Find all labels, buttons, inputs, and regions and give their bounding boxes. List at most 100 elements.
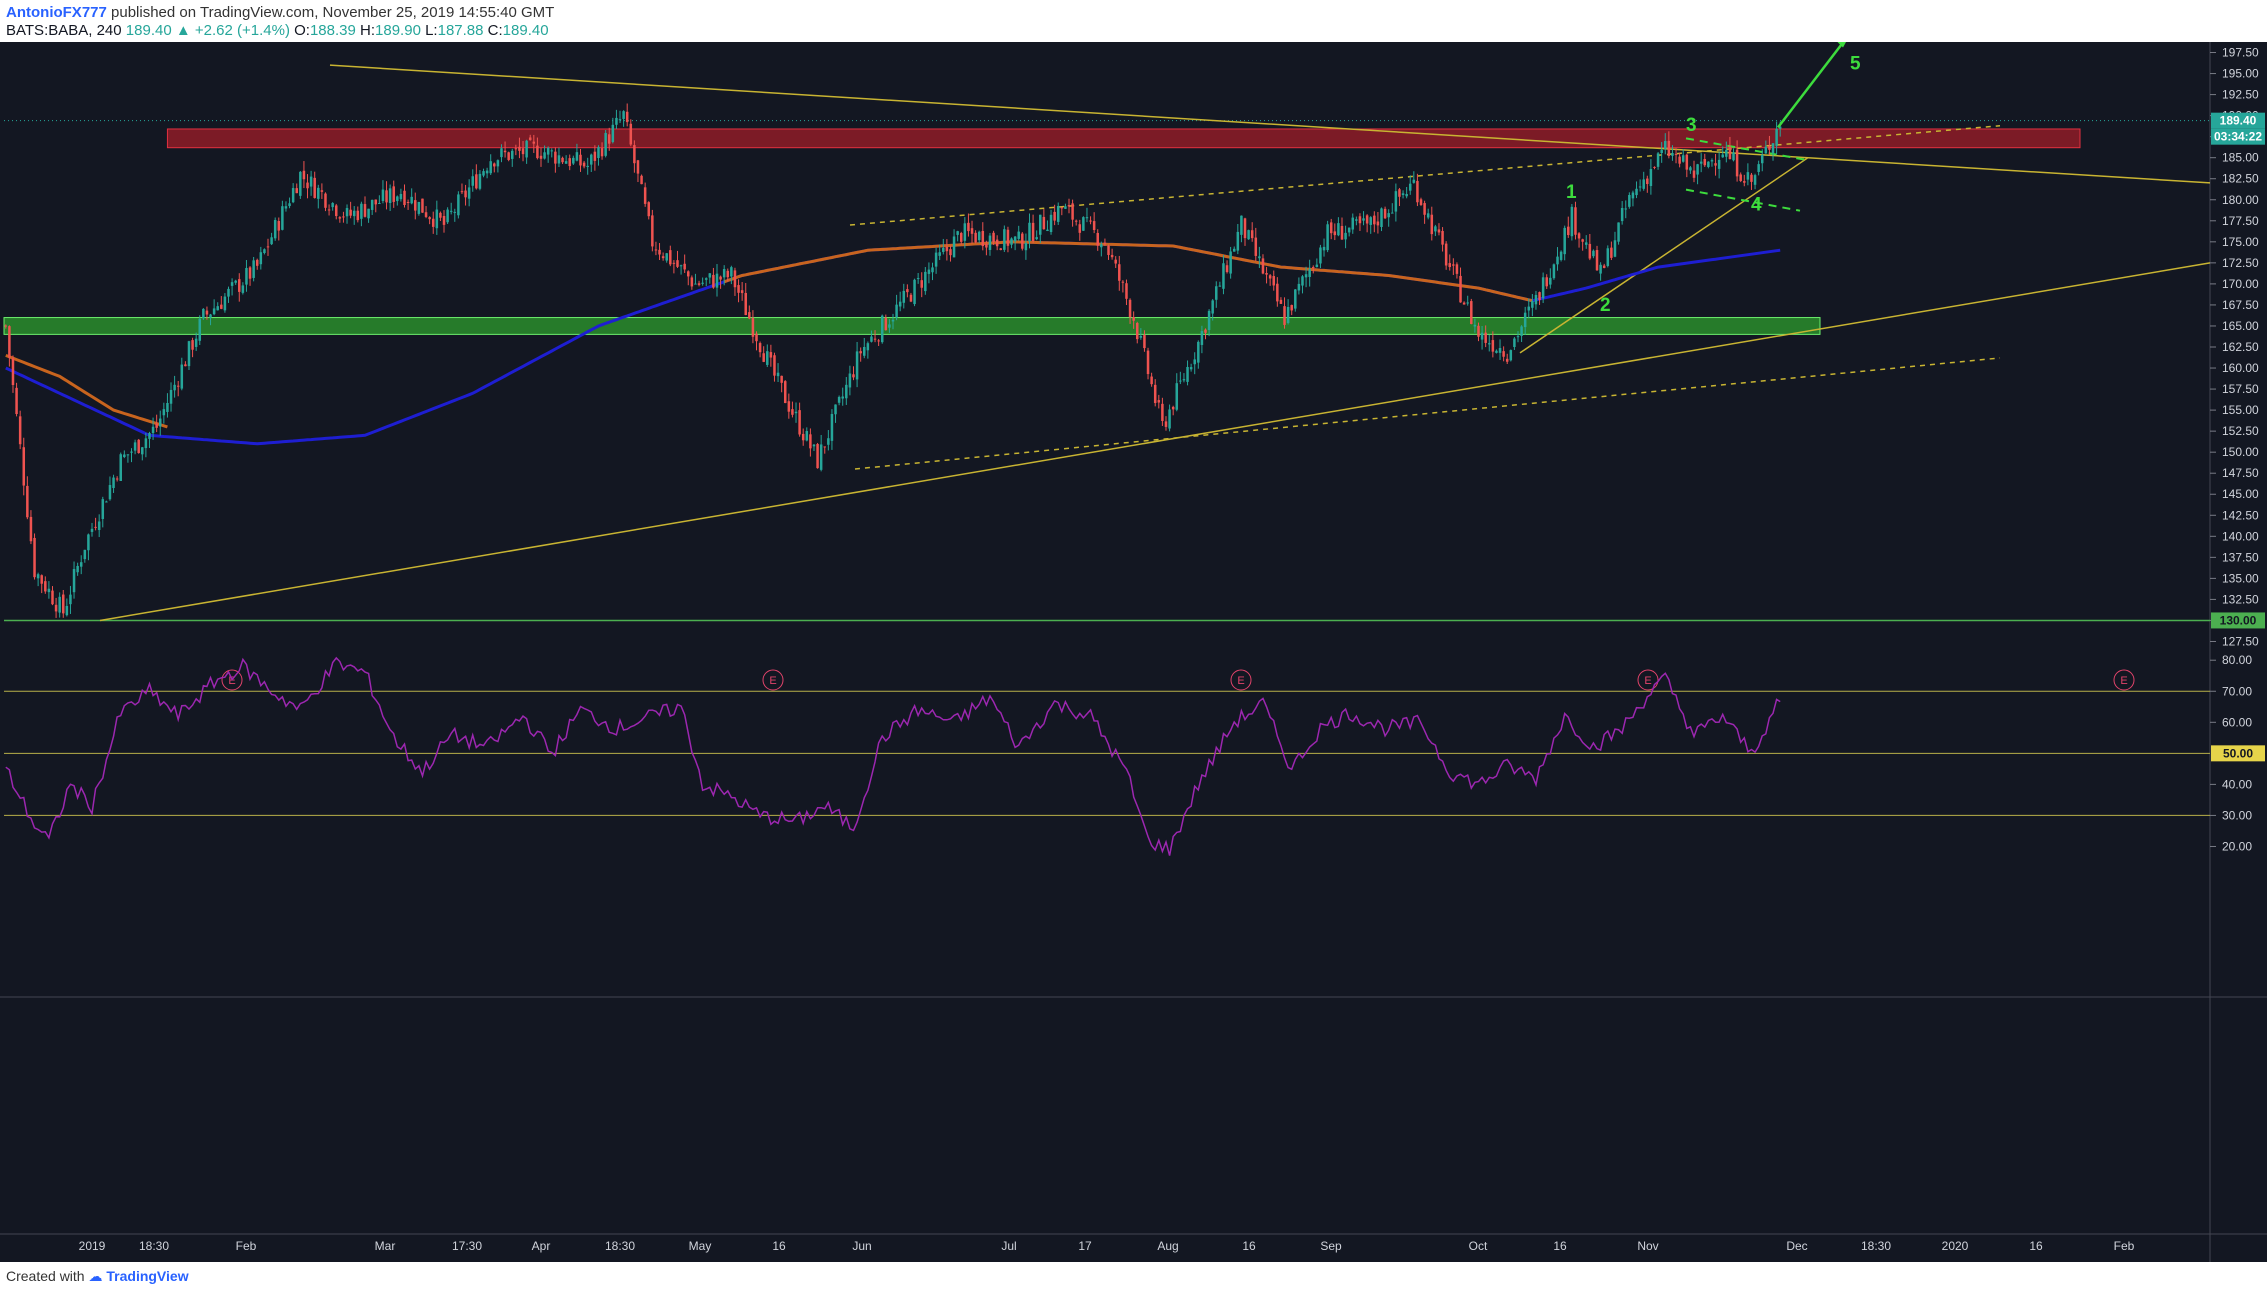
candle-body <box>629 123 633 145</box>
candle-body <box>1567 226 1570 236</box>
candle-body <box>137 439 140 454</box>
candle-body <box>812 444 816 447</box>
candle-body <box>1089 220 1092 222</box>
candle-body <box>1602 265 1606 268</box>
time-tick-label: Mar <box>375 1239 396 1253</box>
candle-body <box>435 209 439 229</box>
earnings-marker-icon[interactable] <box>1230 669 1252 691</box>
candle-body <box>679 265 683 267</box>
published-text: published on TradingView.com, November 2… <box>111 4 555 21</box>
candle-body <box>1189 367 1193 370</box>
last-price-tag: 189.40 <box>2220 114 2257 128</box>
candle-body <box>952 236 956 258</box>
candle-body <box>625 111 629 123</box>
candle-body <box>1380 208 1383 227</box>
candle-body <box>1477 325 1480 337</box>
candle-body <box>1046 229 1049 232</box>
candle-body <box>1516 336 1520 338</box>
candle-body <box>173 384 176 391</box>
candle-body <box>1013 236 1017 242</box>
time-tick-label: 2019 <box>79 1239 106 1253</box>
price-tick-label: 172.50 <box>2222 256 2259 270</box>
candle-body <box>611 124 615 143</box>
earnings-marker-icon[interactable] <box>762 669 784 691</box>
candle-body <box>1509 350 1513 361</box>
author-link[interactable]: AntonioFX777 <box>6 4 107 21</box>
candle-body <box>945 246 949 252</box>
candle-body <box>1459 275 1462 303</box>
candle-body <box>510 150 514 159</box>
candle-body <box>586 165 589 168</box>
candle-body <box>1617 222 1620 242</box>
candle-body <box>1168 409 1171 429</box>
wave-label: 2 <box>1600 295 1611 316</box>
earnings-marker-icon[interactable] <box>1637 669 1659 691</box>
price-axis[interactable]: 197.50195.00192.50190.00187.50185.00182.… <box>2210 46 2265 854</box>
candle-body <box>1717 159 1721 169</box>
candle-body <box>1290 305 1293 311</box>
candle-body <box>302 170 306 180</box>
candle-body <box>130 451 133 453</box>
candle-body <box>970 228 974 234</box>
candle-body <box>780 375 783 383</box>
candle-body <box>1186 366 1189 382</box>
candle-body <box>370 199 374 210</box>
candle-body <box>281 206 284 230</box>
candle-body <box>981 230 985 247</box>
candle-body <box>550 150 554 152</box>
candle-body <box>313 177 316 198</box>
wave5-arrow-shaft <box>1777 42 1845 129</box>
moving-averages <box>5 240 1781 446</box>
candle-body <box>1408 183 1412 191</box>
candle-body <box>1193 359 1196 365</box>
candle-body <box>493 163 496 167</box>
candle-body <box>597 147 600 159</box>
candle-body <box>503 150 507 153</box>
candle-body <box>1387 213 1390 218</box>
candle-body <box>1365 215 1369 224</box>
candle-body <box>1470 301 1473 324</box>
candle-body <box>525 140 528 158</box>
candle-body <box>1545 277 1548 287</box>
time-axis[interactable]: 2019 18:30 Feb Mar 17:30 Apr 18:30 May 16 Jun Jul 1… <box>79 1239 2135 1253</box>
candle-body <box>1401 193 1405 196</box>
candle-body <box>230 282 234 286</box>
candle-body <box>1125 283 1128 299</box>
candle-body <box>62 594 65 614</box>
candle-body <box>1161 403 1164 421</box>
candle-body <box>1003 229 1006 250</box>
candle-body <box>1502 351 1505 357</box>
rsi-line <box>5 656 1781 856</box>
price-tick-label: 152.50 <box>2222 424 2259 438</box>
candle-body <box>1735 149 1739 177</box>
candle-body <box>1559 251 1563 260</box>
low-value: 187.88 <box>437 22 484 39</box>
candle-body <box>755 333 758 342</box>
wave-label: 3 <box>1686 115 1697 136</box>
candle-body <box>1462 302 1466 305</box>
earnings-marker-icon[interactable] <box>2113 669 2135 691</box>
candle-body <box>564 161 568 164</box>
open-label: O: <box>294 22 310 39</box>
candle-body <box>76 565 79 573</box>
candle-body <box>1635 188 1638 196</box>
candle-body <box>640 175 643 185</box>
candle-body <box>1225 265 1229 273</box>
candle-body <box>1297 283 1301 291</box>
price-tick-label: 137.50 <box>2222 550 2259 564</box>
low-label: L: <box>425 22 438 39</box>
candle-body <box>1243 218 1247 239</box>
earnings-marker-icon[interactable] <box>221 669 243 691</box>
wave-label: 1 <box>1566 182 1577 203</box>
candle-body <box>421 198 424 213</box>
tradingview-brand[interactable]: TradingView <box>106 1268 189 1284</box>
candle-body <box>1599 264 1602 274</box>
candle-body <box>1768 146 1771 150</box>
candle-body <box>439 212 442 218</box>
countdown-tag-bg <box>2211 128 2265 145</box>
price-tick-label: 182.50 <box>2222 172 2259 186</box>
candle-body <box>1304 274 1308 278</box>
candle-body <box>676 260 679 267</box>
candle-body <box>356 210 360 221</box>
